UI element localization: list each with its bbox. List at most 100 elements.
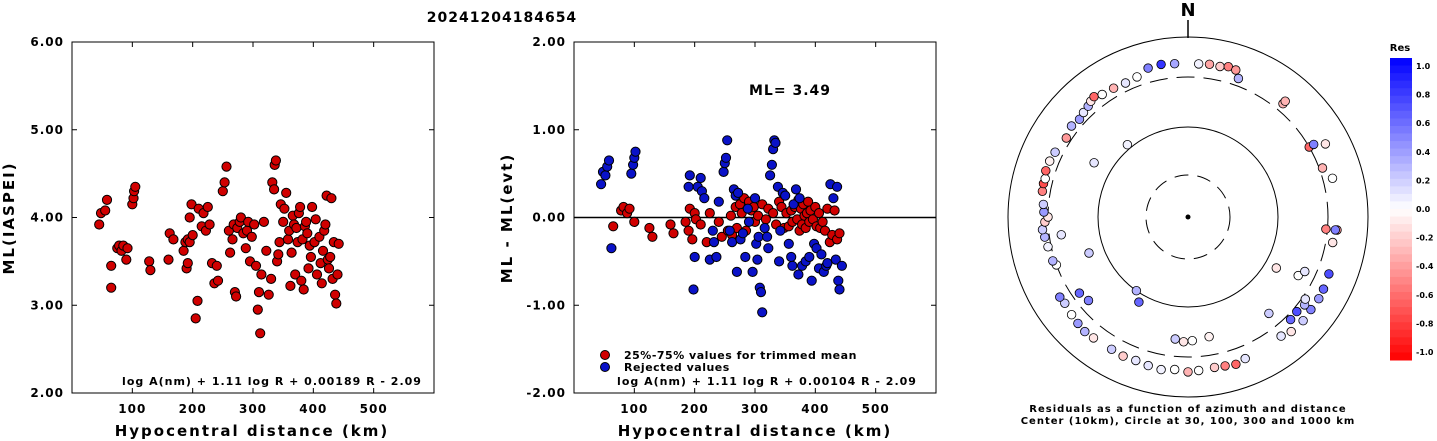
polar-station-point [1066,310,1077,320]
residual-distance-point [794,193,805,204]
colorbar-tick-label: 0.0 [1416,205,1431,214]
residual-distance-point [713,196,724,207]
polar-station-point [1044,156,1055,166]
residual-distance-point [727,237,738,248]
ml-distance-point [211,260,222,271]
colorbar-segment [1390,148,1412,157]
residual-distance-point [816,249,827,260]
colorbar-segment [1390,209,1412,218]
ml-distance-point [278,216,289,227]
ml-distance-point [291,222,302,234]
ml-distance-point [316,278,327,289]
colorbar-segment [1390,95,1412,104]
ml-distance-formula: log A(nm) + 1.11 log R + 0.00189 R - 2.0… [122,375,422,388]
polar-station-point [1204,59,1215,70]
polar-station-point [1037,224,1048,235]
polar-station-point [1298,316,1308,326]
ml-distance-point [303,263,314,274]
residual-distance-point [793,269,804,280]
colorbar-segment [1390,231,1412,240]
residual-distance-point [699,193,710,204]
ml-distance-y-tick-label: 3.00 [30,298,64,312]
residual-distance-point [683,225,694,236]
colorbar-segment [1390,141,1412,150]
colorbar-tick-label: 0.6 [1416,119,1431,128]
residual-distance-point [740,251,751,263]
ml-distance-x-tick-label: 200 [179,402,207,416]
polar-station-point [1089,158,1099,168]
polar-caption-line-2: Center (10km), Circle at 30, 100, 300 an… [1021,416,1356,427]
residual-distance-point [832,181,843,192]
residual-distance-y-tick-label: 1.00 [532,123,566,137]
polar-station-point [1240,353,1250,364]
residual-distance-x-tick-label: 400 [801,402,829,416]
ml-distance-point [255,328,266,339]
ml-distance-point [182,258,193,269]
residual-distance-y-tick-label: 2.00 [532,35,566,49]
colorbar-segment [1390,261,1412,270]
ml-distance-point [227,234,238,245]
residual-distance-point [743,216,755,227]
polar-station-point [1306,304,1316,315]
ml-distance-x-tick-label: 100 [118,402,146,416]
ml-distance-point [270,155,281,166]
polar-station-point [1097,89,1107,100]
ml-distance-point [286,247,297,258]
ml-distance-point [331,298,342,309]
polar-station-point [1187,336,1198,346]
polar-station-point [1074,114,1085,125]
polar-station-point [1193,365,1204,376]
residual-distance-point [600,170,611,181]
ml-distance-point [186,199,197,210]
ml-distance-point [246,231,257,242]
colorbar-segment [1390,133,1412,142]
colorbar-segment [1390,239,1412,248]
ml-distance-y-tick-label: 6.00 [30,35,64,49]
residual-distance-x-tick-label: 300 [741,402,769,416]
ml-distance-point [204,219,215,230]
ml-distance-point [202,201,213,213]
ml-distance-point [320,219,331,230]
polar-station-point [1055,292,1065,302]
ml-distance-point [279,203,290,214]
residual-distance-point [695,172,706,184]
residual-distance-point [708,237,720,248]
ml-distance-y-tick-label: 2.00 [30,386,64,400]
ml-distance-point [307,201,318,213]
colorbar-segment [1390,186,1412,195]
residual-distance-point [762,231,773,242]
residual-distance-point [689,251,700,263]
polar-station-point [1143,63,1153,73]
ml-distance-point [184,212,195,223]
residual-distance-point [711,251,722,263]
colorbar-segment [1390,201,1412,210]
ml-distance-point [290,269,301,280]
residual-distance-point [752,254,763,265]
polar-station-point [1048,256,1058,266]
polar-station-point [1089,91,1099,102]
residual-distance-point [806,275,817,286]
ml-value-annotation: ML= 3.49 [749,83,831,99]
ml-distance-x-tick-label: 300 [239,402,267,416]
residual-distance-point [665,219,676,230]
residual-distance-point [731,266,743,277]
residual-distance-point [790,184,802,195]
ml-distance-point [326,193,337,204]
ml-distance-point [212,275,224,286]
polar-station-point [1073,318,1083,329]
colorbar-tick-label: -0.4 [1416,262,1434,271]
ml-distance-point [333,238,344,249]
residual-distance-point [836,260,848,271]
residual-distance-point [788,199,799,210]
polar-station-point [1084,248,1094,258]
ml-distance-point [332,269,343,280]
residual-distance-y-axis-label: ML - ML(evt) [498,153,516,283]
residual-distance-point [684,170,695,181]
colorbar-segment [1390,80,1412,89]
ml-distance-point [282,234,294,245]
ml-distance-point [253,287,265,298]
residual-distance-point [828,193,839,204]
ml-distance-panel: 100 200 300 400 500 2.00 3.00 4.00 5.00 6.00 log … [0,35,435,440]
polar-station-point [1078,107,1089,118]
